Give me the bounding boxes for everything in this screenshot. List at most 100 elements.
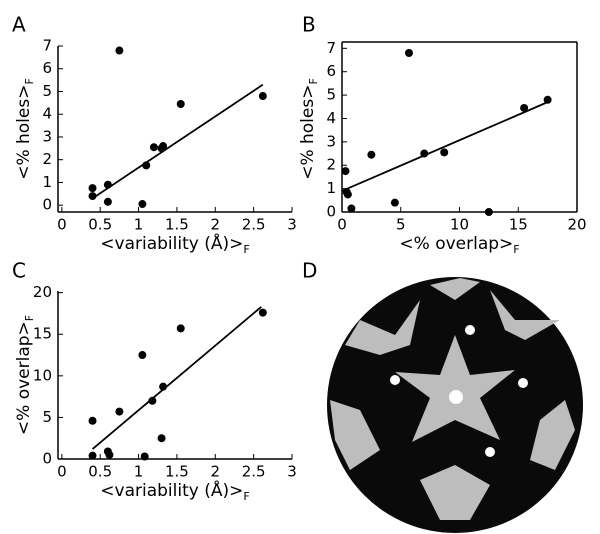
y-tick-label: 6 bbox=[326, 62, 336, 80]
data-point bbox=[105, 450, 114, 459]
y-tick-label: 6 bbox=[42, 59, 52, 77]
axis-label: <% holes>F bbox=[14, 78, 36, 180]
data-point bbox=[148, 396, 157, 405]
axis-label-text: <% overlap> bbox=[399, 234, 513, 254]
x-tick-label: 15 bbox=[509, 216, 528, 234]
data-point bbox=[341, 167, 350, 176]
capsid-gray-regions bbox=[330, 278, 575, 520]
y-tick-label: 20 bbox=[33, 283, 52, 301]
axis-label-text: <% holes> bbox=[298, 85, 318, 180]
panel-label: D bbox=[302, 259, 317, 283]
x-tick-label: 2.5 bbox=[242, 216, 266, 234]
x-tick-label: 0.5 bbox=[88, 216, 112, 234]
axis-label: <% overlap>F bbox=[399, 234, 519, 256]
gray-arm bbox=[530, 400, 575, 470]
y-tick-label: 4 bbox=[326, 109, 336, 127]
x-tick-label: 1 bbox=[134, 216, 144, 234]
fit-line bbox=[92, 83, 264, 200]
y-tick-label: 3 bbox=[42, 127, 52, 145]
data-point bbox=[176, 99, 185, 108]
y-tick-label: 7 bbox=[42, 37, 52, 55]
data-point bbox=[347, 204, 356, 213]
data-point bbox=[140, 452, 149, 461]
data-point bbox=[138, 351, 147, 360]
axis-label-subscript: F bbox=[23, 78, 36, 84]
data-point bbox=[420, 149, 429, 158]
gray-star bbox=[395, 335, 515, 442]
y-tick-label: 4 bbox=[42, 105, 52, 123]
data-point bbox=[343, 190, 352, 199]
data-point bbox=[258, 92, 267, 101]
y-tick-label: 0 bbox=[326, 203, 336, 221]
data-point bbox=[88, 451, 97, 460]
data-point bbox=[258, 308, 267, 317]
x-tick-label: 0 bbox=[57, 463, 67, 481]
x-tick-label: 20 bbox=[567, 216, 586, 234]
y-tick-label: 5 bbox=[42, 82, 52, 100]
axis-label-subscript: F bbox=[243, 243, 249, 256]
axis-label-text: <% overlap> bbox=[14, 321, 34, 435]
capsid-holes bbox=[390, 325, 528, 457]
gray-arm bbox=[490, 290, 560, 340]
panel-label: B bbox=[302, 13, 316, 37]
data-point bbox=[138, 200, 147, 209]
x-tick-label: 5 bbox=[396, 216, 406, 234]
y-tick-label: 7 bbox=[326, 39, 336, 57]
data-point bbox=[520, 103, 529, 112]
y-tick-label: 15 bbox=[33, 325, 52, 343]
hole bbox=[465, 325, 475, 335]
hole bbox=[390, 375, 400, 385]
data-point bbox=[88, 416, 97, 425]
data-point bbox=[88, 192, 97, 201]
x-tick-label: 2 bbox=[211, 463, 221, 481]
x-tick-label: 1.5 bbox=[165, 463, 189, 481]
x-tick-label: 0 bbox=[57, 216, 67, 234]
y-tick-label: 1 bbox=[42, 173, 52, 191]
gray-arm bbox=[330, 400, 380, 470]
fit-line bbox=[341, 101, 548, 192]
hole bbox=[518, 378, 528, 388]
x-tick-label: 10 bbox=[450, 216, 469, 234]
data-point bbox=[142, 161, 151, 170]
x-tick-label: 2 bbox=[211, 216, 221, 234]
axis-label-text: <variability (Å)> bbox=[100, 232, 243, 254]
y-tick-label: 10 bbox=[33, 366, 52, 384]
axis-label-subscript: F bbox=[243, 490, 249, 503]
x-tick-label: 3 bbox=[287, 216, 297, 234]
y-tick-label: 2 bbox=[326, 156, 336, 174]
x-tick-label: 0.5 bbox=[88, 463, 112, 481]
hole bbox=[485, 447, 495, 457]
axis-label-text: <variability (Å)> bbox=[100, 479, 243, 501]
fit-line bbox=[91, 306, 262, 450]
data-point bbox=[149, 143, 158, 152]
y-tick-label: 0 bbox=[42, 450, 52, 468]
y-tick-label: 5 bbox=[42, 408, 52, 426]
data-point bbox=[367, 150, 376, 159]
axis-label-subscript: F bbox=[23, 315, 36, 321]
y-tick-label: 0 bbox=[42, 196, 52, 214]
data-point bbox=[159, 382, 168, 391]
data-point bbox=[115, 46, 124, 55]
x-tick-label: 2.5 bbox=[242, 463, 266, 481]
axis-label: <% holes>F bbox=[298, 78, 320, 180]
gray-arm bbox=[420, 465, 490, 520]
hole bbox=[449, 390, 463, 404]
y-tick-label: 3 bbox=[326, 132, 336, 150]
axis-label-text: <% holes> bbox=[14, 85, 34, 180]
x-tick-label: 1.5 bbox=[165, 216, 189, 234]
data-point bbox=[543, 95, 552, 104]
capsid-image bbox=[327, 277, 583, 533]
x-tick-label: 0 bbox=[337, 216, 347, 234]
data-point bbox=[103, 197, 112, 206]
x-tick-label: 1 bbox=[134, 463, 144, 481]
data-point bbox=[176, 324, 185, 333]
panel-label: A bbox=[12, 13, 26, 37]
y-tick-label: 1 bbox=[326, 179, 336, 197]
axis-label-subscript: F bbox=[307, 78, 320, 84]
y-tick-label: 5 bbox=[326, 86, 336, 104]
axis-label: <variability (Å)>F bbox=[100, 479, 249, 503]
data-point bbox=[404, 49, 413, 58]
data-point bbox=[390, 198, 399, 207]
